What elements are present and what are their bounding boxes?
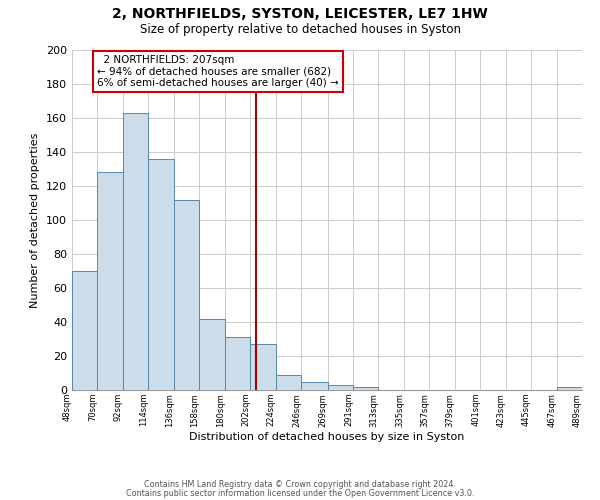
Text: Size of property relative to detached houses in Syston: Size of property relative to detached ho… xyxy=(139,22,461,36)
Bar xyxy=(250,344,275,390)
Bar xyxy=(199,318,224,390)
Text: 2, NORTHFIELDS, SYSTON, LEICESTER, LE7 1HW: 2, NORTHFIELDS, SYSTON, LEICESTER, LE7 1… xyxy=(112,8,488,22)
Bar xyxy=(97,172,123,390)
Bar xyxy=(557,386,582,390)
X-axis label: Distribution of detached houses by size in Syston: Distribution of detached houses by size … xyxy=(190,432,464,442)
Bar xyxy=(72,271,97,390)
Text: Contains public sector information licensed under the Open Government Licence v3: Contains public sector information licen… xyxy=(126,488,474,498)
Bar xyxy=(275,374,301,390)
Y-axis label: Number of detached properties: Number of detached properties xyxy=(31,132,40,308)
Bar xyxy=(123,113,148,390)
Text: Contains HM Land Registry data © Crown copyright and database right 2024.: Contains HM Land Registry data © Crown c… xyxy=(144,480,456,489)
Bar xyxy=(353,386,379,390)
Bar xyxy=(301,382,328,390)
Bar xyxy=(174,200,199,390)
Bar xyxy=(328,385,353,390)
Bar xyxy=(224,338,250,390)
Bar xyxy=(148,159,174,390)
Text: 2 NORTHFIELDS: 207sqm
← 94% of detached houses are smaller (682)
6% of semi-deta: 2 NORTHFIELDS: 207sqm ← 94% of detached … xyxy=(97,55,339,88)
